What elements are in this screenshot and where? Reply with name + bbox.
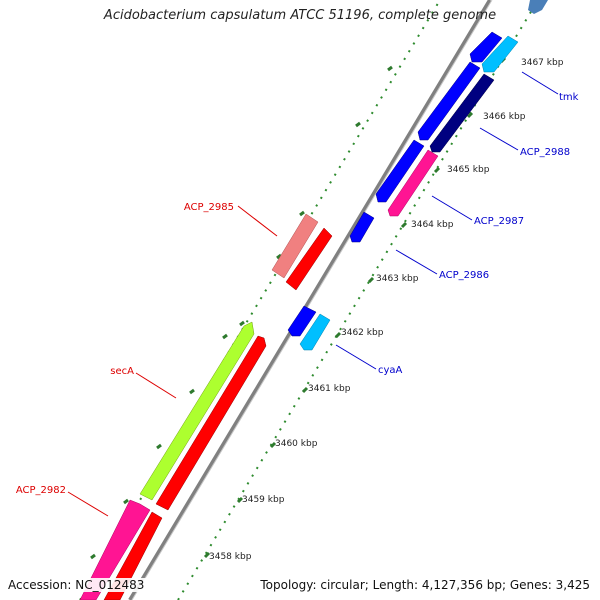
gene-acp2987[interactable]: [387, 149, 439, 217]
ruler-tick-label: 3459 kbp: [242, 495, 285, 505]
ruler-tick-label: 3458 kbp: [209, 552, 252, 562]
ruler-tick: 3465 kbp: [433, 165, 490, 175]
ruler-tick: 3463 kbp: [367, 274, 419, 284]
ruler-tick-label: 3460 kbp: [275, 439, 318, 449]
ruler-tick-label: 3466 kbp: [483, 112, 526, 122]
ruler-tick: 3464 kbp: [400, 220, 454, 230]
forward-strand-genes[interactable]: [287, 0, 548, 351]
gene-label-acp2988: ACP_2988: [520, 147, 570, 158]
map-title: Acidobacterium capsulatum ATCC 51196, co…: [103, 8, 497, 23]
gene-label-tmk: tmk: [559, 92, 579, 103]
genome-backbone: [128, 0, 493, 600]
gene-tmk[interactable]: [481, 35, 519, 73]
ruler-tick-label: 3461 kbp: [308, 384, 351, 394]
ruler-tick: 3458 kbp: [203, 551, 252, 562]
ruler-tick: 3459 kbp: [236, 495, 285, 505]
topology-label: Topology: circular; Length: 4,127,356 bp…: [258, 578, 592, 592]
ruler-tick: 3460 kbp: [269, 439, 318, 449]
gene-labels-left: ACP_2985 secA ACP_2982: [16, 202, 278, 517]
gene-acp2986[interactable]: [349, 211, 375, 243]
gene-label-cyaA: cyaA: [378, 365, 403, 376]
gene-secA[interactable]: [139, 321, 255, 501]
ruler-tick-label: 3467 kbp: [521, 58, 564, 68]
ruler-tick-label: 3465 kbp: [447, 165, 490, 175]
kbp-ruler: 3458 kbp 3459 kbp 3460 kbp 3461 kbp 3462…: [203, 56, 564, 562]
gene-label-acp2987: ACP_2987: [474, 216, 524, 227]
ruler-tick: 3461 kbp: [301, 384, 351, 394]
gene-label-acp2986: ACP_2986: [439, 270, 489, 281]
gene-acp2988[interactable]: [429, 73, 495, 153]
reverse-strand-genes[interactable]: [79, 213, 333, 600]
ruler-tick: 3462 kbp: [334, 328, 384, 339]
ruler-tick: 3467 kbp: [499, 56, 564, 68]
gene-top-partial[interactable]: [528, 0, 548, 14]
gene-acp2989b[interactable]: [417, 61, 481, 141]
gene-acp2985[interactable]: [271, 213, 319, 279]
gene-secA-red[interactable]: [155, 335, 267, 511]
gene-acp2982[interactable]: [79, 499, 151, 600]
gene-cyaA[interactable]: [299, 313, 331, 351]
ruler-tick-label: 3464 kbp: [411, 220, 454, 230]
gene-acp2984[interactable]: [285, 227, 333, 291]
ruler-tick-label: 3462 kbp: [341, 328, 384, 338]
accession-label: Accession: NC_012483: [6, 578, 147, 592]
ruler-tick-label: 3463 kbp: [376, 274, 419, 284]
gene-cyaA-blue[interactable]: [287, 305, 317, 337]
left-track-ticks: [90, 65, 393, 560]
gene-labels-right: tmk ACP_2988 ACP_2987 ACP_2986 cyaA: [335, 71, 579, 376]
gene-label-acp2982: ACP_2982: [16, 485, 66, 496]
gene-acp2987-blue[interactable]: [375, 139, 425, 203]
gene-label-acp2985: ACP_2985: [184, 202, 234, 213]
gene-label-secA: secA: [110, 366, 134, 377]
ruler-tick: 3466 kbp: [466, 111, 526, 122]
gene-acp2989[interactable]: [469, 31, 503, 63]
